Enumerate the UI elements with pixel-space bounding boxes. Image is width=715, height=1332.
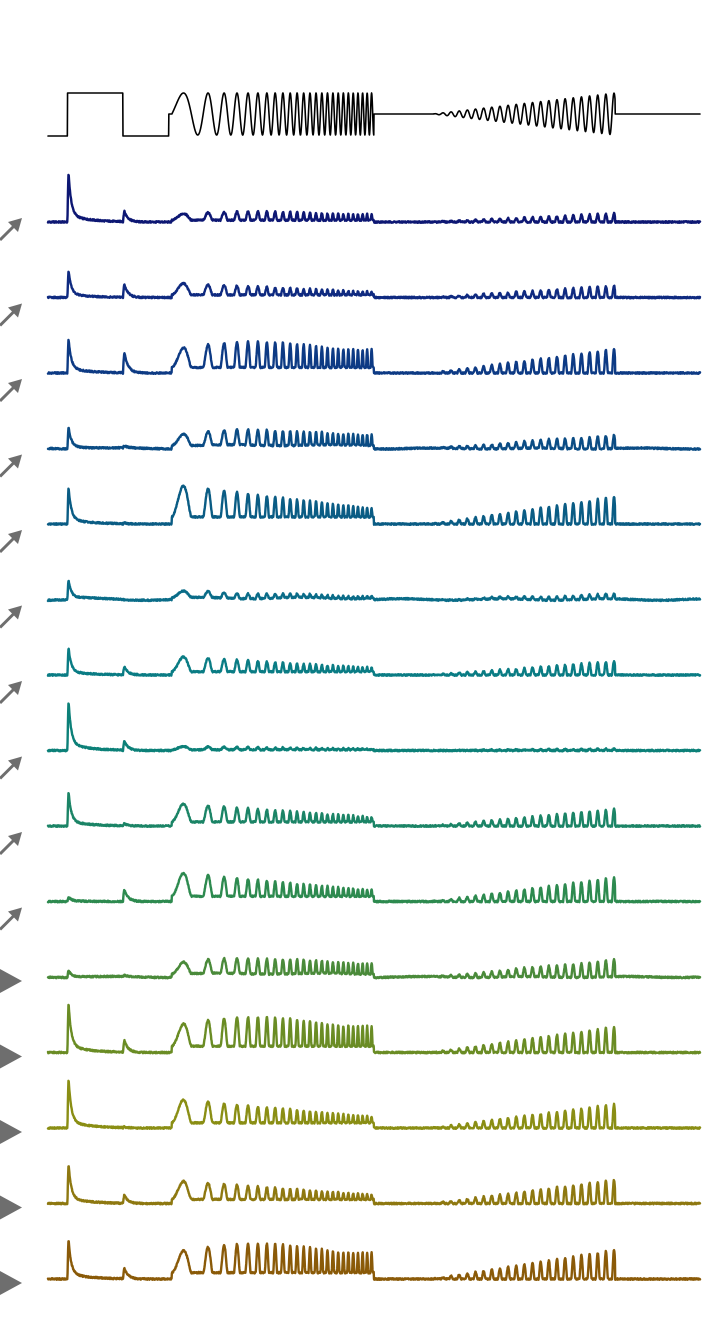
arrow-icon (0, 907, 22, 931)
stimulus-trace-group (47, 92, 701, 137)
triangle-marker-icon (0, 1271, 22, 1295)
arrow-icon (0, 832, 22, 856)
response-trace (46, 702, 702, 753)
arrow-icon (0, 303, 22, 327)
stimulus-trace (47, 92, 701, 137)
arrow-icon (0, 756, 22, 780)
response-trace (46, 1079, 702, 1130)
response-trace (46, 1003, 702, 1055)
response-trace (46, 956, 702, 980)
response-trace (46, 270, 702, 300)
triangle-marker-icon (0, 969, 22, 993)
row-markers-group (0, 218, 22, 1295)
response-trace (46, 1240, 702, 1281)
response-trace (46, 579, 702, 603)
response-trace (46, 647, 702, 677)
arrow-icon (0, 454, 22, 478)
response-trace (46, 871, 702, 904)
response-trace (46, 338, 702, 375)
arrow-icon (0, 605, 22, 629)
arrow-icon (0, 218, 22, 242)
response-trace (46, 484, 702, 526)
response-trace (46, 426, 702, 451)
arrow-icon (0, 681, 22, 705)
arrow-icon (0, 530, 22, 554)
response-trace (46, 1165, 702, 1206)
triangle-marker-icon (0, 1195, 22, 1220)
response-trace (46, 173, 702, 224)
response-trace (46, 791, 702, 828)
triangle-marker-icon (0, 1120, 22, 1144)
arrow-icon (0, 379, 22, 403)
triangle-marker-icon (0, 1044, 22, 1069)
response-traces-group (46, 173, 702, 1281)
